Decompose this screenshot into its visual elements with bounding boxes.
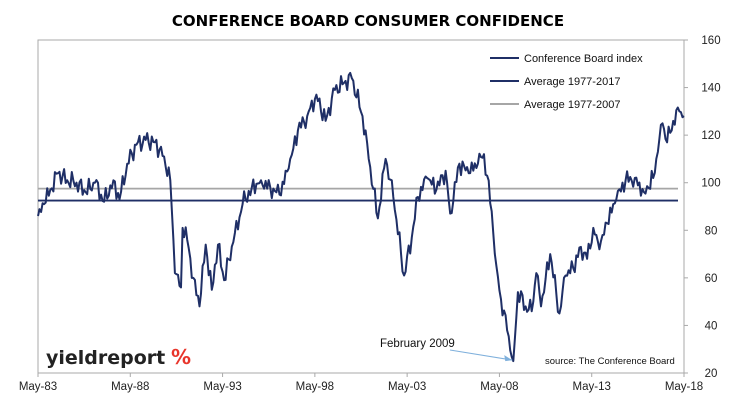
x-tick-label: May-18 bbox=[665, 381, 703, 393]
annotation-arrow bbox=[449, 349, 513, 361]
y-tick-label: 120 bbox=[701, 130, 720, 142]
annotation-february-2009: February 2009 bbox=[380, 338, 455, 350]
series-line-conference-board-index bbox=[37, 71, 685, 363]
y-tick-label: 80 bbox=[705, 225, 718, 237]
y-tick-label: 60 bbox=[705, 273, 718, 285]
annotation: February 2009 bbox=[380, 338, 513, 362]
legend: Conference Board index Average 1977-2017 A… bbox=[490, 53, 643, 111]
x-tick-label: May-03 bbox=[388, 381, 426, 393]
x-axis: May-83 May-88 May-93 May-98 May-03 May-08 May-… bbox=[19, 373, 703, 393]
logo: yieldreport % bbox=[46, 345, 191, 369]
y-tick-label: 40 bbox=[705, 320, 718, 332]
x-tick-label: May-93 bbox=[203, 381, 241, 393]
legend-label: Average 1977-2007 bbox=[524, 99, 620, 111]
x-tick-label: May-08 bbox=[480, 381, 518, 393]
logo-percent-symbol: % bbox=[171, 345, 191, 369]
y-tick-label: 160 bbox=[701, 35, 720, 47]
y-tick-label: 100 bbox=[701, 178, 720, 190]
logo-text: yieldreport bbox=[46, 347, 165, 369]
x-tick-label: May-98 bbox=[296, 381, 334, 393]
source-note: source: The Conference Board bbox=[545, 356, 675, 367]
annotation-arrow-head bbox=[504, 355, 513, 362]
plot-area bbox=[37, 39, 685, 374]
x-tick-label: May-88 bbox=[111, 381, 149, 393]
x-tick-label: May-83 bbox=[19, 381, 57, 393]
y-tick-label: 140 bbox=[701, 83, 720, 95]
x-tick-label: May-13 bbox=[573, 381, 611, 393]
legend-label: Average 1977-2017 bbox=[524, 76, 620, 88]
y-tick-label: 20 bbox=[705, 368, 718, 380]
chart-title: CONFERENCE BOARD CONSUMER CONFIDENCE bbox=[172, 12, 564, 30]
legend-label: Conference Board index bbox=[524, 53, 643, 65]
average-lines bbox=[38, 187, 678, 202]
y-axis: 20 40 60 80 100 120 140 160 bbox=[684, 35, 721, 380]
